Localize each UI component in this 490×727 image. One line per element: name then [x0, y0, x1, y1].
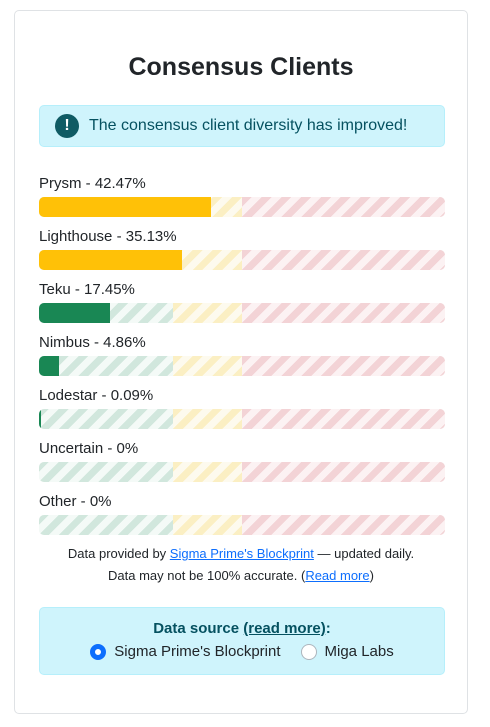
- client-bar-fill: [39, 356, 59, 376]
- client-label: Prysm - 42.47%: [39, 175, 146, 192]
- alert-text: The consensus client diversity has impro…: [89, 117, 408, 134]
- client-label: Nimbus - 4.86%: [39, 334, 146, 351]
- data-source-colon: :: [325, 620, 331, 637]
- client-bar: [39, 409, 445, 429]
- client-lodestar: Lodestar - 0.09%: [39, 387, 445, 429]
- client-nimbus: Nimbus - 4.86%: [39, 334, 445, 376]
- radio-option-miga-labs[interactable]: Miga Labs: [300, 643, 394, 660]
- radio-unchecked-icon[interactable]: [300, 643, 317, 660]
- data-source-options: Sigma Prime's Blockprint Miga Labs: [40, 643, 444, 660]
- accuracy-note-close: ): [369, 568, 374, 583]
- client-prysm: Prysm - 42.47%: [39, 175, 445, 217]
- radio-checked-icon[interactable]: [90, 643, 107, 660]
- client-bar: [39, 515, 445, 535]
- exclamation-icon: !: [55, 114, 79, 138]
- client-label: Other - 0%: [39, 493, 112, 510]
- client-label: Uncertain - 0%: [39, 440, 139, 457]
- client-label: Lighthouse - 35.13%: [39, 228, 177, 245]
- data-footnote: Data provided by Sigma Prime's Blockprin…: [15, 543, 467, 587]
- consensus-clients-card: Consensus Clients ! The consensus client…: [14, 10, 468, 714]
- client-other: Other - 0%: [39, 493, 445, 535]
- client-bar-fill: [39, 197, 212, 217]
- accuracy-note: Data may not be 100% accurate. (: [108, 568, 306, 583]
- client-bar: [39, 197, 445, 217]
- footnote-prefix: Data provided by: [67, 546, 170, 561]
- client-bar-fill: [39, 409, 41, 429]
- radio-label[interactable]: Sigma Prime's Blockprint: [114, 643, 281, 660]
- radio-option-blockprint[interactable]: Sigma Prime's Blockprint: [90, 643, 281, 660]
- client-bar: [39, 356, 445, 376]
- footnote-suffix: — updated daily.: [313, 546, 415, 561]
- client-lighthouse: Lighthouse - 35.13%: [39, 228, 445, 270]
- client-bar: [39, 303, 445, 323]
- data-source-title: Data source (read more):: [40, 620, 444, 637]
- client-bar-fill: [39, 303, 110, 323]
- diversity-alert: ! The consensus client diversity has imp…: [39, 105, 445, 147]
- read-more-link[interactable]: Read more: [305, 568, 370, 583]
- data-source-label: Data source: [153, 620, 244, 637]
- data-source-panel: Data source (read more): Sigma Prime's B…: [39, 607, 445, 675]
- client-uncertain: Uncertain - 0%: [39, 440, 445, 482]
- blockprint-link[interactable]: Sigma Prime's Blockprint: [169, 546, 314, 561]
- client-bar: [39, 462, 445, 482]
- data-source-read-more-link[interactable]: (read more): [243, 620, 326, 637]
- client-label: Lodestar - 0.09%: [39, 387, 154, 404]
- client-label: Teku - 17.45%: [39, 281, 135, 298]
- page-title: Consensus Clients: [128, 53, 354, 81]
- radio-label[interactable]: Miga Labs: [324, 643, 394, 660]
- client-bar: [39, 250, 445, 270]
- client-bar-fill: [39, 250, 182, 270]
- client-teku: Teku - 17.45%: [39, 281, 445, 323]
